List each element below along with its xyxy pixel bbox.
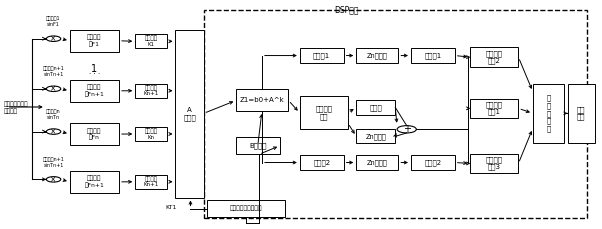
Text: 反映分析
算法1: 反映分析 算法1 — [486, 101, 503, 115]
Text: ×: × — [51, 127, 57, 136]
Text: 反映分析
算法2: 反映分析 算法2 — [486, 50, 503, 64]
FancyBboxPatch shape — [411, 48, 455, 63]
Text: 带通滤波
器Fn+1: 带通滤波 器Fn+1 — [84, 176, 104, 188]
FancyBboxPatch shape — [300, 96, 348, 129]
Text: KT1: KT1 — [166, 205, 177, 210]
FancyBboxPatch shape — [533, 84, 564, 143]
Text: B选路器: B选路器 — [249, 142, 267, 149]
Text: DSP芯片: DSP芯片 — [334, 5, 358, 14]
FancyBboxPatch shape — [470, 98, 518, 118]
Text: 混沌特性
判断: 混沌特性 判断 — [315, 106, 332, 120]
Text: 带通滤波
器Fn+1: 带通滤波 器Fn+1 — [84, 85, 104, 97]
Text: 比较器1: 比较器1 — [313, 52, 330, 59]
FancyBboxPatch shape — [135, 127, 167, 141]
Text: 载波频率n+1
sinTn+1: 载波频率n+1 sinTn+1 — [43, 157, 64, 168]
Text: . . .: . . . — [88, 69, 100, 75]
Text: 带通滤波
器Fn: 带通滤波 器Fn — [87, 128, 102, 140]
FancyBboxPatch shape — [203, 10, 587, 218]
FancyBboxPatch shape — [470, 154, 518, 173]
Text: +: + — [403, 124, 411, 134]
Text: 寄存器1: 寄存器1 — [424, 52, 441, 59]
FancyBboxPatch shape — [470, 47, 518, 67]
Text: 载波频率1
sinF1: 载波频率1 sinF1 — [46, 16, 61, 27]
Text: 采样开关
Kn: 采样开关 Kn — [144, 128, 158, 140]
Text: 频率指示波形发生器: 频率指示波形发生器 — [229, 206, 262, 211]
Text: ×: × — [51, 175, 57, 184]
FancyBboxPatch shape — [236, 137, 280, 154]
FancyBboxPatch shape — [175, 30, 203, 198]
FancyBboxPatch shape — [135, 174, 167, 189]
Text: 并
行
变
换
器: 并 行 变 换 器 — [547, 95, 551, 132]
Text: ×: × — [51, 84, 57, 93]
Text: 带通滤波
器F1: 带通滤波 器F1 — [87, 35, 102, 47]
Text: 比较器2: 比较器2 — [313, 159, 330, 166]
Text: 反映分析
算法3: 反映分析 算法3 — [486, 156, 503, 170]
Text: Zn累加器: Zn累加器 — [365, 133, 386, 139]
Text: 比较器: 比较器 — [370, 104, 382, 111]
Text: Zn寄存器: Zn寄存器 — [367, 52, 388, 59]
Text: 载波频率n
sinTn: 载波频率n sinTn — [46, 109, 61, 120]
Text: 载波频率n+1
sinTn+1: 载波频率n+1 sinTn+1 — [43, 66, 64, 77]
FancyBboxPatch shape — [135, 34, 167, 49]
FancyBboxPatch shape — [356, 155, 399, 170]
Text: 检测
输出: 检测 输出 — [577, 106, 585, 120]
FancyBboxPatch shape — [236, 90, 288, 111]
FancyBboxPatch shape — [70, 171, 119, 193]
FancyBboxPatch shape — [70, 30, 119, 52]
Text: 调频频率自适应
调制信号: 调频频率自适应 调制信号 — [4, 102, 28, 114]
Text: Zn寄存器: Zn寄存器 — [367, 159, 388, 166]
FancyBboxPatch shape — [356, 48, 399, 63]
Text: 采样开关
Kn+1: 采样开关 Kn+1 — [143, 85, 159, 96]
Text: 1: 1 — [92, 64, 98, 74]
Text: 采样开关
K1: 采样开关 K1 — [144, 36, 158, 47]
FancyBboxPatch shape — [206, 200, 285, 217]
FancyBboxPatch shape — [356, 129, 396, 143]
FancyBboxPatch shape — [568, 84, 595, 143]
FancyBboxPatch shape — [300, 155, 344, 170]
FancyBboxPatch shape — [300, 48, 344, 63]
Text: 采样开关
Kn+1: 采样开关 Kn+1 — [143, 176, 159, 188]
Text: Z1=b0+A^k: Z1=b0+A^k — [240, 97, 285, 103]
FancyBboxPatch shape — [70, 80, 119, 102]
FancyBboxPatch shape — [411, 155, 455, 170]
FancyBboxPatch shape — [70, 123, 119, 145]
FancyBboxPatch shape — [356, 100, 396, 114]
Text: 寄存器2: 寄存器2 — [424, 159, 441, 166]
Text: A
选路器: A 选路器 — [183, 107, 196, 121]
FancyBboxPatch shape — [135, 84, 167, 98]
Text: ×: × — [51, 34, 57, 43]
